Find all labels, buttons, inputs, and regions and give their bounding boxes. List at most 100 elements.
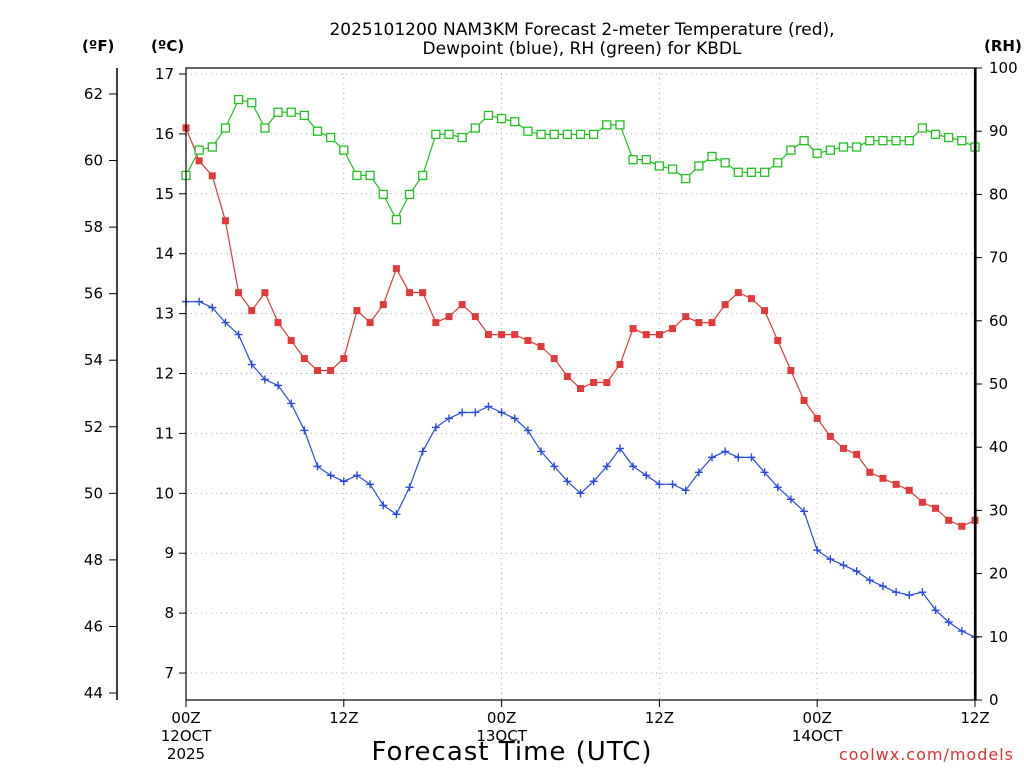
rh-data-point — [720, 158, 730, 168]
rh-data-point — [549, 129, 559, 140]
time-tick-label: 00Z — [171, 709, 200, 727]
dewpoint-data-point — [865, 576, 874, 585]
celsius-tick-label: 17 — [155, 65, 174, 83]
rh-data-point — [391, 215, 402, 225]
rh-data-point — [418, 170, 428, 181]
labels: 2025101200 NAM3KM Forecast 2-meter Tempe… — [82, 20, 1022, 767]
celsius-tick-label: 9 — [164, 544, 174, 562]
fahrenheit-tick-label: 46 — [84, 617, 103, 635]
dewpoint-data-point — [431, 423, 440, 432]
temperature-data-point — [879, 474, 887, 482]
dewpoint-data-point — [589, 477, 598, 486]
temperature-data-point — [590, 379, 598, 387]
dewpoint-data-point — [892, 588, 901, 597]
rh-data-point — [273, 107, 283, 117]
dewpoint-data-point — [339, 477, 348, 486]
dewpoint-data-point — [471, 408, 480, 417]
rh-data-point — [575, 129, 586, 140]
dewpoint-data-point — [221, 318, 230, 327]
temperature-data-point — [761, 307, 769, 315]
dewpoint-data-point — [497, 408, 506, 417]
rh-data-point — [352, 170, 362, 181]
temperature-data-point — [747, 295, 755, 303]
temperature-data-point — [945, 516, 953, 524]
time-tick-label: 12Z — [329, 709, 358, 727]
dewpoint-data-point — [313, 462, 322, 471]
axes — [109, 67, 982, 707]
dewpoint-data-point — [484, 402, 493, 411]
fahrenheit-tick-label: 54 — [84, 351, 103, 369]
temperature-data-point — [629, 325, 637, 333]
rh-data-point — [444, 129, 454, 140]
temperature-data-point — [734, 289, 742, 297]
time-tick-label: 12Z — [960, 709, 989, 727]
rh-tick-label: 0 — [989, 691, 999, 709]
temperature-data-point — [813, 414, 821, 422]
rh-data-point — [667, 164, 678, 174]
temperature-data-point — [655, 331, 663, 339]
temperature-data-point — [642, 331, 650, 339]
rh-data-point — [773, 158, 783, 168]
rh-data-point — [602, 120, 612, 130]
temperature-data-point — [524, 337, 532, 345]
x-axis-label: Forecast Time (UTC) — [371, 737, 652, 767]
rh-data-point — [878, 136, 888, 146]
temperature-data-point — [432, 319, 440, 327]
rh-data-point — [470, 123, 480, 133]
temperature-data-point — [274, 319, 282, 327]
dewpoint-data-point — [957, 627, 966, 636]
rh-data-point — [589, 129, 599, 140]
fahrenheit-tick-label: 62 — [84, 85, 103, 103]
rh-data-point — [378, 189, 388, 200]
rh-data-point — [496, 113, 507, 124]
dewpoint-data-point — [826, 555, 835, 564]
rh-tick-label: 40 — [989, 438, 1008, 456]
temperature-data-point — [445, 313, 453, 321]
temperature-data-point — [484, 331, 492, 339]
temperature-data-point — [537, 343, 545, 351]
time-tick-label: 00Z — [487, 709, 516, 727]
rh-data-point — [457, 132, 467, 143]
rh-data-point — [799, 136, 809, 146]
temperature-data-point — [550, 355, 558, 363]
rh-data-point — [852, 142, 862, 152]
fahrenheit-tick-label: 48 — [84, 551, 103, 569]
rh-unit-label: (RH) — [984, 37, 1022, 55]
rh-tick-label: 70 — [989, 249, 1008, 267]
temperature-data-point — [721, 301, 729, 309]
dewpoint-data-point — [734, 453, 743, 462]
fahrenheit-unit-label: (ºF) — [82, 37, 114, 55]
temperature-data-point — [840, 444, 847, 452]
rh-tick-label: 30 — [989, 501, 1008, 519]
time-tick-label: 00Z — [803, 709, 832, 727]
dewpoint-data-point — [708, 453, 716, 462]
temperature-data-point — [682, 313, 690, 321]
dewpoint-data-point — [379, 501, 388, 510]
temperature-data-point — [353, 307, 361, 315]
series-layer — [181, 94, 980, 642]
dewpoint-data-point — [786, 495, 795, 504]
temperature-data-point — [866, 468, 874, 476]
dewpoint-data-point — [602, 462, 611, 471]
temperature-data-point — [340, 355, 348, 363]
rh-data-point — [483, 110, 494, 121]
rh-data-point — [260, 123, 270, 133]
temperature-data-point — [853, 450, 861, 458]
fahrenheit-tick-label: 52 — [84, 418, 103, 436]
credit-text: coolwx.com/models — [839, 745, 1014, 764]
rh-tick-label: 10 — [989, 628, 1008, 646]
grid-lines — [186, 68, 975, 700]
temperature-data-point — [958, 522, 966, 530]
temperature-data-point — [327, 367, 335, 375]
rh-data-point — [615, 120, 625, 130]
temperature-data-point — [248, 307, 256, 315]
dewpoint-data-point — [655, 480, 664, 489]
celsius-tick-label: 8 — [164, 604, 174, 622]
temperature-data-point — [379, 301, 387, 309]
rh-tick-label: 20 — [989, 565, 1008, 583]
dewpoint-data-point — [445, 414, 453, 423]
celsius-tick-label: 10 — [155, 484, 174, 502]
temperature-data-point — [892, 480, 900, 488]
rh-data-point — [733, 167, 743, 177]
rh-data-point — [694, 161, 704, 171]
